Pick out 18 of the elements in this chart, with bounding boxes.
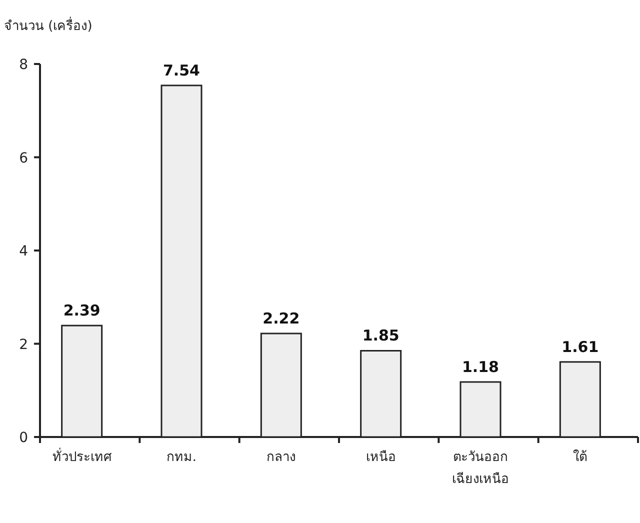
y-tick-label: 4	[19, 244, 28, 260]
data-label: 1.18	[462, 358, 500, 376]
x-tick-label: ตะวันออก เฉียงเหนือ	[452, 450, 509, 487]
data-label: 7.54	[162, 61, 200, 80]
y-tick-label: 0	[19, 430, 28, 446]
data-label: 1.61	[562, 338, 599, 356]
x-tick-label: ทั่วประเทศ	[52, 448, 112, 465]
y-tick-label: 2	[19, 336, 28, 353]
x-tick-label: กทม.	[166, 450, 197, 465]
data-label: 2.39	[63, 302, 100, 320]
y-tick-label: 8	[19, 57, 28, 73]
x-tick-label: เหนือ	[366, 449, 396, 465]
data-label: 2.22	[262, 309, 300, 328]
data-label: 1.85	[362, 326, 400, 345]
x-tick-label: กลาง	[266, 450, 296, 465]
y-axis-title: จำนวน (เครื่อง)	[4, 17, 92, 34]
x-tick-label: ใต้	[573, 449, 588, 465]
y-tick-label: 6	[19, 150, 28, 166]
